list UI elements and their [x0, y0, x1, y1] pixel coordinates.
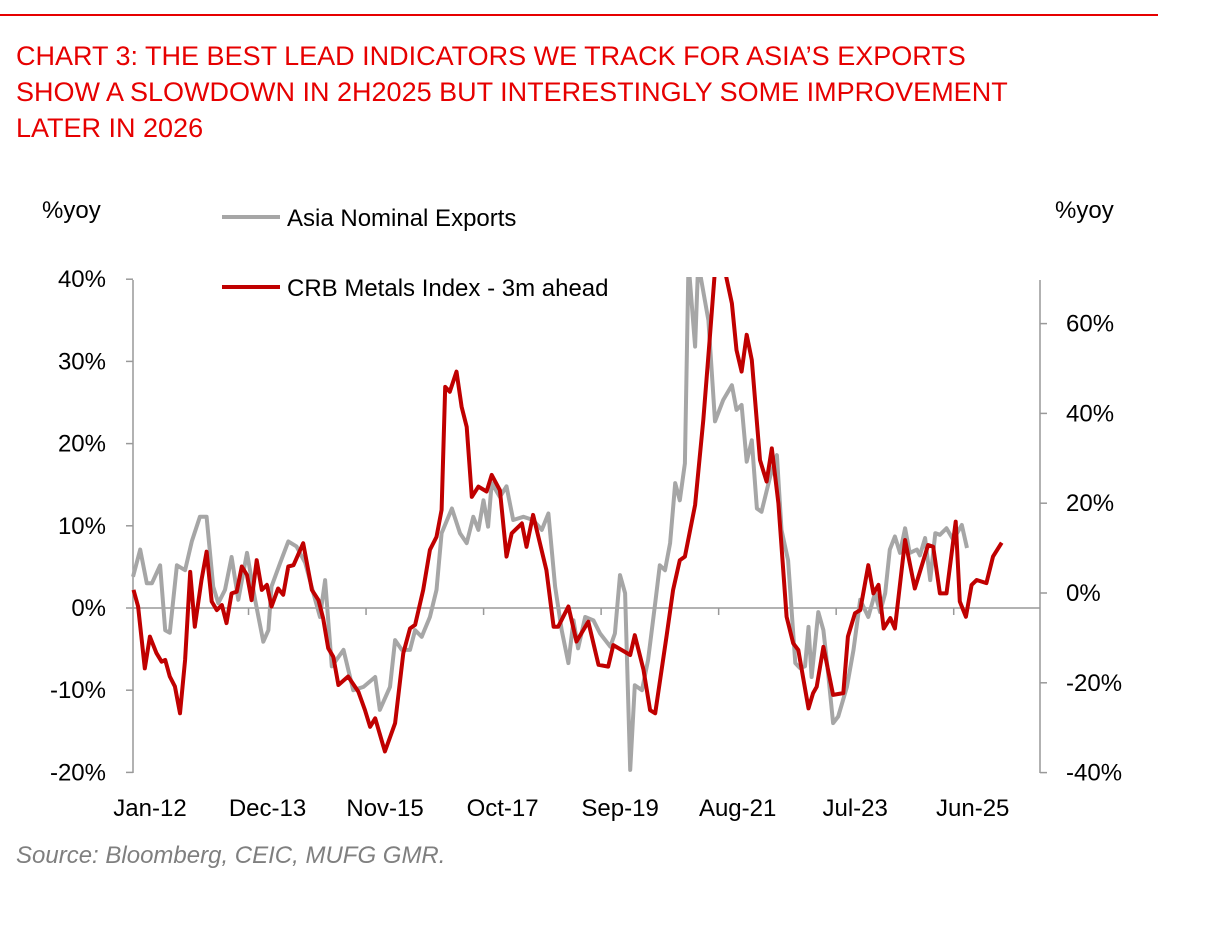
- source-note: Source: Bloomberg, CEIC, MUFG GMR.: [16, 842, 446, 869]
- x-tick-label: Jul-23: [822, 795, 887, 822]
- right-tick-label: 40%: [1066, 400, 1114, 427]
- x-tick-label: Jun-25: [936, 795, 1009, 822]
- x-tick-label: Nov-15: [346, 795, 423, 822]
- x-tick-label: Jan-12: [113, 795, 186, 822]
- left-axis-label: %yoy: [42, 197, 101, 224]
- chart-title-line: CHART 3: THE BEST LEAD INDICATORS WE TRA…: [16, 41, 966, 71]
- left-tick-label: 30%: [58, 348, 106, 375]
- chart-title-line: SHOW A SLOWDOWN IN 2H2025 BUT INTERESTIN…: [16, 77, 1008, 107]
- x-tick-label: Oct-17: [467, 795, 539, 822]
- x-tick-label: Aug-21: [699, 795, 776, 822]
- chart-title: CHART 3: THE BEST LEAD INDICATORS WE TRA…: [16, 38, 1008, 146]
- right-axis-label: %yoy: [1055, 197, 1114, 224]
- left-tick-label: 0%: [71, 595, 106, 622]
- left-tick-label: 10%: [58, 513, 106, 540]
- header-rule: [0, 14, 1158, 16]
- x-tick-label: Dec-13: [229, 795, 306, 822]
- chart-title-line: LATER IN 2026: [16, 113, 204, 143]
- left-tick-label: -10%: [50, 677, 106, 704]
- right-tick-label: -20%: [1066, 670, 1122, 697]
- series-line-crb-metals: [131, 277, 1004, 754]
- right-tick-label: 0%: [1066, 580, 1101, 607]
- left-tick-label: 20%: [58, 431, 106, 458]
- legend-label-exports: Asia Nominal Exports: [287, 205, 516, 232]
- left-tick-label: -20%: [50, 759, 106, 786]
- right-tick-label: 60%: [1066, 311, 1114, 338]
- series-line-asia-exports: [131, 277, 969, 772]
- legend: Asia Nominal Exports CRB Metals Index - …: [222, 205, 608, 302]
- right-tick-label: 20%: [1066, 490, 1114, 517]
- left-tick-label: 40%: [58, 266, 106, 293]
- right-tick-label: -40%: [1066, 760, 1122, 787]
- legend-label-crb: CRB Metals Index - 3m ahead: [287, 275, 608, 302]
- x-tick-label: Sep-19: [581, 795, 658, 822]
